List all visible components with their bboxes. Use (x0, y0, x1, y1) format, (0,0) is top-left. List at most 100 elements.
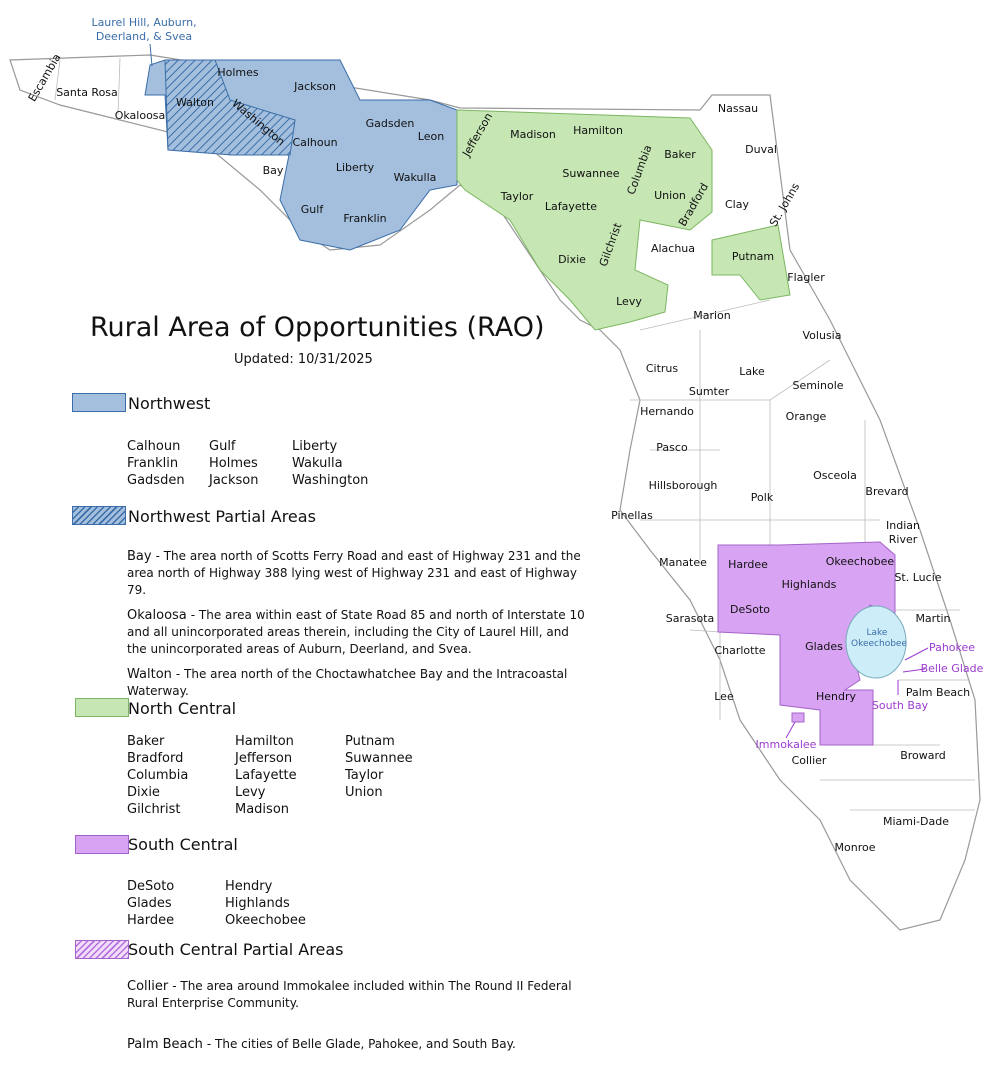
county-label: Citrus (646, 362, 679, 375)
legend-swatch (75, 835, 129, 854)
county-name: DeSoto (127, 879, 175, 894)
county-label: Orange (786, 410, 827, 423)
county-label: Hillsborough (649, 479, 718, 492)
county-label: Brevard (865, 485, 908, 498)
county-label: Miami-Dade (883, 815, 949, 828)
south-central-region (717, 541, 896, 746)
county-label: Dixie (558, 253, 586, 266)
legend-heading: North Central (128, 699, 237, 718)
county-label: Pasco (656, 441, 688, 454)
county-label: Union (654, 189, 686, 202)
county-label: Osceola (813, 469, 857, 482)
county-label: Levy (616, 295, 642, 308)
note-list: Bay - The area north of Scotts Ferry Road… (127, 548, 587, 708)
county-label: Baker (664, 148, 696, 161)
legend-swatch (75, 698, 129, 717)
note-list: Collier - The area around Immokalee inclu… (127, 978, 587, 1077)
northwest-partial-area (164, 59, 296, 156)
area-note: Walton - The area north of the Choctawhat… (127, 666, 587, 700)
county-label: St. Lucie (894, 571, 941, 584)
county-name: Bradford (127, 751, 184, 766)
county-label: Franklin (343, 212, 386, 225)
area-name: Bay (127, 549, 152, 564)
legend-swatch (72, 393, 126, 412)
county-list: DeSoto Glades Hardee Hendry Highlands Okeecho… (127, 878, 325, 929)
county-label: Pinellas (611, 509, 653, 522)
county-name: Jefferson (235, 751, 293, 766)
county-label: Hernando (640, 405, 694, 418)
county-label: Walton (176, 96, 214, 109)
county-label: Okeechobee (826, 555, 895, 568)
putnam-region (711, 224, 791, 301)
county-label: Suwannee (562, 167, 619, 180)
county-list: Baker Bradford Columbia Dixie Gilchrist Hamil… (127, 733, 435, 818)
county-name: Union (345, 785, 383, 800)
area-note: Palm Beach - The cities of Belle Glade, P… (127, 1036, 587, 1053)
county-label: Sumter (689, 385, 730, 398)
county-name: Holmes (209, 456, 258, 471)
county-name: Wakulla (292, 456, 343, 471)
county-name: Putnam (345, 734, 395, 749)
county-label: DeSoto (730, 603, 770, 616)
county-label: Monroe (835, 841, 876, 854)
county-name: Jackson (209, 473, 259, 488)
county-name: Liberty (292, 439, 338, 454)
county-label: Nassau (718, 102, 758, 115)
county-label: Flagler (787, 271, 825, 284)
county-label: Hamilton (573, 124, 623, 137)
callout-label: Belle Glade (921, 662, 984, 675)
county-label: Palm Beach (906, 686, 970, 699)
callout-arrows (149, 43, 929, 739)
county-name: Washington (292, 473, 369, 488)
area-name: Collier (127, 979, 169, 994)
county-label: Duval (745, 143, 777, 156)
county-label: Lee (714, 690, 734, 703)
county-label: Indian River (886, 519, 920, 546)
county-name: Madison (235, 802, 290, 817)
county-label: Broward (900, 749, 946, 762)
county-label: Putnam (732, 250, 774, 263)
county-label: Bay (263, 164, 284, 177)
county-name: Glades (127, 896, 172, 911)
area-description: - The area north of the Choctawhatchee B… (127, 667, 568, 698)
county-label: Lake (739, 365, 765, 378)
county-name: Suwannee (345, 751, 413, 766)
county-name: Gilchrist (127, 802, 181, 817)
area-note: Collier - The area around Immokalee inclu… (127, 978, 587, 1012)
county-name: Gulf (209, 439, 236, 454)
county-label: Jackson (293, 80, 336, 93)
county-label: Gulf (301, 203, 325, 216)
area-note: Okaloosa - The area within east of State … (127, 607, 587, 658)
county-label: Madison (510, 128, 556, 141)
county-label: Hardee (728, 558, 768, 571)
county-lines (54, 57, 975, 811)
legend-swatch (75, 940, 129, 959)
county-label: Wakulla (394, 171, 437, 184)
county-label: Seminole (792, 379, 843, 392)
county-name: Okeechobee (225, 913, 306, 928)
legend-heading: Northwest Partial Areas (128, 507, 316, 526)
lake-label: Lake Okeechobee (851, 628, 907, 649)
county-label: Taylor (500, 190, 534, 203)
county-label: Calhoun (292, 136, 337, 149)
county-label: Martin (915, 612, 950, 625)
county-label: Volusia (803, 329, 842, 342)
county-label: Okaloosa (115, 109, 166, 122)
county-label: Clay (725, 198, 749, 211)
updated-date: Updated: 10/31/2025 (234, 352, 373, 367)
county-label: Gadsden (366, 117, 415, 130)
county-name: Hendry (225, 879, 273, 894)
county-name: Taylor (345, 768, 384, 783)
area-description: - The area north of Scotts Ferry Road an… (127, 549, 581, 597)
county-label: Sarasota (666, 612, 715, 625)
county-label: Holmes (217, 66, 259, 79)
county-name: Lafayette (235, 768, 297, 783)
county-label: Manatee (659, 556, 707, 569)
county-label: Charlotte (714, 644, 765, 657)
legend-swatch (72, 506, 126, 525)
county-label: Highlands (782, 578, 837, 591)
county-label: Marion (693, 309, 731, 322)
county-list: Calhoun Franklin Gadsden Gulf Holmes Jackson L… (127, 438, 382, 489)
county-label: Santa Rosa (56, 86, 118, 99)
county-name: Hamilton (235, 734, 294, 749)
